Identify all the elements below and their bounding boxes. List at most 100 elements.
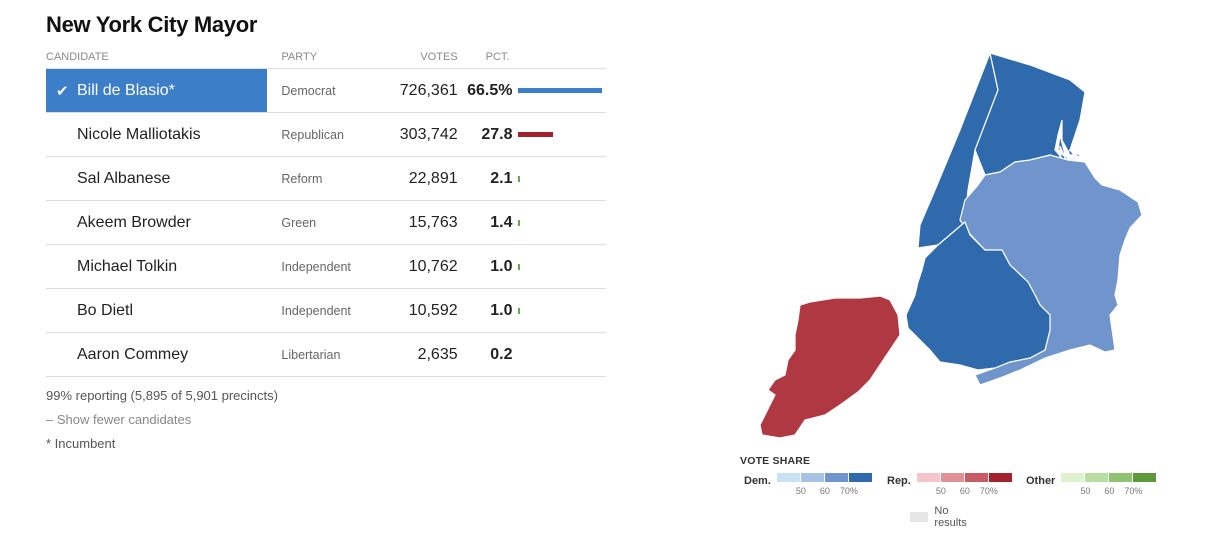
table-row: Akeem Browder Green 15,763 1.4: [46, 200, 606, 245]
candidate-votes: 22,891: [378, 156, 458, 201]
legend-title: VOTE SHARE: [740, 455, 811, 467]
pct-bar: [517, 307, 520, 314]
legend-scale: 50 60 70%: [776, 473, 873, 498]
table-row: ✔ Bill de Blasio* Democrat 726,361 66.5%: [46, 68, 606, 113]
candidate-pct: 0.2: [457, 332, 513, 377]
legend-tick: 70%: [1124, 486, 1143, 496]
no-results-swatch: [910, 512, 929, 522]
candidate-name-text: Bill de Blasio*: [77, 81, 175, 99]
legend-scale: 50 60 70%: [1061, 473, 1157, 498]
map-legend: VOTE SHARE Dem. 50 60 70% Rep. 50 60 70% Other 50…: [740, 455, 1157, 529]
legend-tick: 70%: [979, 486, 998, 496]
candidate-name-text: Aaron Commey: [77, 345, 189, 363]
pct-bar-cell: [512, 156, 606, 201]
table-row: Sal Albanese Reform 22,891 2.1: [46, 156, 606, 201]
no-results-label: No results: [934, 505, 967, 529]
borough-staten-island[interactable]: [759, 295, 901, 439]
legend-tick: 50: [935, 486, 946, 496]
legend-tick: 50: [1080, 486, 1091, 496]
legend-tick: 60: [819, 486, 830, 496]
candidate-party: Republican: [267, 112, 379, 157]
candidate-party: Independent: [267, 288, 379, 333]
candidate-name-text: Sal Albanese: [77, 169, 171, 187]
candidate-pct: 27.8: [457, 112, 513, 157]
pct-bar: [517, 88, 602, 93]
candidate-name: Akeem Browder: [46, 200, 268, 245]
legend-swatch: [1085, 473, 1109, 482]
candidate-name: Nicole Malliotakis: [46, 112, 268, 157]
pct-bar: [517, 219, 520, 226]
candidate-votes: 10,592: [378, 288, 458, 333]
borough-bronx[interactable]: [974, 52, 1088, 176]
pct-bar-cell: [512, 244, 606, 289]
legend-swatch: [824, 473, 848, 482]
candidate-votes: 15,763: [378, 200, 458, 245]
pct-bar-cell: [512, 112, 606, 157]
candidate-name-text: Nicole Malliotakis: [77, 125, 201, 143]
header-votes: VOTES: [378, 46, 458, 69]
candidate-votes: 10,762: [378, 244, 458, 289]
legend-no-results: No results: [910, 505, 972, 529]
pct-bar: [517, 132, 553, 137]
table-row: Bo Dietl Independent 10,592 1.0: [46, 288, 606, 333]
checkmark-icon: ✔: [56, 82, 69, 100]
candidate-votes: 303,742: [378, 112, 458, 157]
results-body: ✔ Bill de Blasio* Democrat 726,361 66.5% Nico…: [46, 68, 606, 377]
legend-group-label: Other: [1026, 475, 1056, 487]
candidate-votes: 726,361: [378, 68, 458, 113]
legend-swatch: [776, 473, 800, 482]
candidate-name-text: Akeem Browder: [77, 213, 191, 231]
show-fewer-candidates-link[interactable]: – Show fewer candidates: [46, 412, 192, 427]
header-candidate: CANDIDATE: [46, 46, 268, 69]
legend-tick: 50: [795, 486, 806, 496]
candidate-name: Aaron Commey: [46, 332, 268, 377]
pct-bar-cell: [512, 200, 606, 245]
results-table: CANDIDATE PARTY VOTES PCT. ✔ Bill de Blas…: [46, 46, 606, 377]
candidate-pct: 1.4: [457, 200, 513, 245]
candidate-pct: 1.0: [457, 244, 513, 289]
candidate-name-text: Michael Tolkin: [77, 257, 178, 275]
legend-tick: 60: [1104, 486, 1115, 496]
legend-group: Dem. 50 60 70%: [744, 473, 873, 498]
legend-swatch: [916, 473, 940, 482]
legend-group: Rep. 50 60 70%: [887, 473, 1013, 498]
legend-group-label: Rep.: [887, 475, 911, 487]
reporting-status: 99% reporting (5,895 of 5,901 precincts): [46, 388, 278, 403]
candidate-party: Independent: [267, 244, 379, 289]
legend-swatch: [1109, 473, 1133, 482]
candidate-name: ✔ Bill de Blasio*: [46, 68, 268, 113]
candidate-party: Reform: [267, 156, 379, 201]
legend-group: Other 50 60 70%: [1026, 473, 1157, 498]
notes: 99% reporting (5,895 of 5,901 precincts)…: [46, 384, 278, 456]
legend-scale: 50 60 70%: [916, 473, 1013, 498]
table-row: Nicole Malliotakis Republican 303,742 27.8: [46, 112, 606, 157]
candidate-name: Michael Tolkin: [46, 244, 268, 289]
legend-swatch: [1061, 473, 1085, 482]
header-pct: PCT.: [457, 46, 513, 69]
legend-swatch: [940, 473, 964, 482]
legend-swatch: [964, 473, 988, 482]
header-party: PARTY: [267, 46, 379, 69]
incumbent-note: * Incumbent: [46, 436, 116, 451]
pct-bar-cell: [512, 288, 606, 333]
candidate-party: Green: [267, 200, 379, 245]
candidate-votes: 2,635: [378, 332, 458, 377]
candidate-name: Sal Albanese: [46, 156, 268, 201]
table-row: Aaron Commey Libertarian 2,635 0.2: [46, 332, 606, 377]
legend-group-label: Dem.: [744, 475, 771, 487]
candidate-pct: 1.0: [457, 288, 513, 333]
candidate-name: Bo Dietl: [46, 288, 268, 333]
pct-bar-cell: [512, 332, 606, 377]
page-title: New York City Mayor: [46, 12, 258, 37]
candidate-party: Libertarian: [267, 332, 379, 377]
candidate-pct: 2.1: [457, 156, 513, 201]
borough-brooklyn[interactable]: [905, 220, 1051, 371]
pct-bar: [517, 263, 520, 270]
legend-swatch: [988, 473, 1012, 482]
candidate-party: Democrat: [267, 68, 379, 113]
legend-swatch: [848, 473, 872, 482]
legend-swatch: [1133, 473, 1157, 482]
table-row: Michael Tolkin Independent 10,762 1.0: [46, 244, 606, 289]
legend-tick: 60: [959, 486, 970, 496]
header-bar: [512, 46, 606, 69]
